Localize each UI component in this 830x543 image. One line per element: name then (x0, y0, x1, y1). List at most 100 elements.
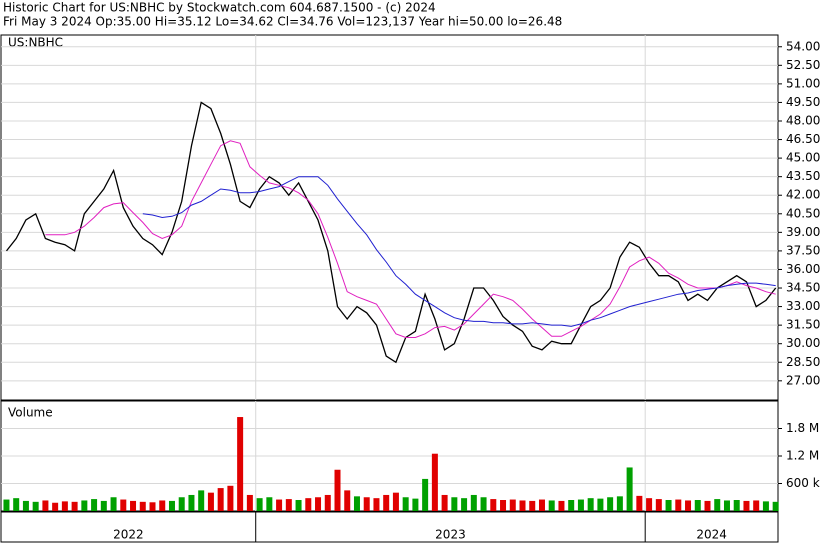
y-tick-label: 27.00 (786, 373, 820, 387)
volume-bar (227, 485, 234, 511)
volume-bar (149, 502, 156, 511)
y-tick-label: 39.00 (786, 225, 820, 239)
volume-bar (159, 500, 166, 511)
volume-bar (13, 498, 20, 511)
y-tick-label: 1.2 M (786, 449, 819, 463)
y-tick-label: 51.00 (786, 76, 820, 90)
volume-bar (519, 500, 526, 511)
volume-bar (353, 496, 360, 511)
volume-bar (490, 499, 497, 511)
volume-bar (110, 497, 117, 511)
volume-bar (723, 500, 730, 511)
volume-bar (139, 501, 146, 511)
y-tick-label: 36.00 (786, 262, 820, 276)
volume-bar (461, 498, 468, 511)
volume-bar (500, 500, 507, 511)
volume-bar (344, 490, 351, 511)
volume-bar (315, 497, 322, 511)
volume-bar (198, 490, 205, 511)
volume-bar (285, 499, 292, 511)
volume-bar (431, 453, 438, 511)
volume-panel-label: Volume (8, 406, 53, 420)
y-tick-label: 43.50 (786, 169, 820, 183)
x-axis-panel (0, 511, 779, 543)
volume-bar (217, 488, 224, 511)
volume-bar (685, 500, 692, 511)
volume-bar (246, 494, 253, 511)
volume-bar (743, 500, 750, 511)
volume-bar (665, 500, 672, 511)
y-tick-label: 1.8 M (786, 421, 819, 435)
volume-bar (373, 498, 380, 511)
y-tick-label: 42.00 (786, 188, 820, 202)
volume-bar (237, 417, 244, 511)
price-panel (0, 34, 779, 401)
y-tick-label: 30.00 (786, 336, 820, 350)
y-tick-label: 37.50 (786, 243, 820, 257)
volume-bar (577, 499, 584, 511)
volume-bar (597, 498, 604, 511)
volume-bar (178, 497, 185, 511)
volume-bar (383, 494, 390, 511)
price-line (5, 101, 777, 364)
volume-bar (480, 497, 487, 511)
volume-bar (256, 498, 263, 511)
y-tick-label: 49.50 (786, 95, 820, 109)
volume-bar (168, 500, 175, 511)
volume-bar (334, 469, 341, 511)
volume-bar (305, 498, 312, 511)
volume-bar (207, 492, 214, 511)
y-tick-label: 28.50 (786, 355, 820, 369)
volume-bar (422, 478, 429, 511)
volume-bar (538, 499, 545, 511)
price-line (45, 140, 776, 338)
volume-bar (470, 494, 477, 511)
volume-bar (324, 494, 331, 511)
y-tick-label: 45.00 (786, 151, 820, 165)
volume-bar (772, 501, 779, 511)
volume-bar (529, 500, 536, 511)
y-tick-label: 600 k (786, 476, 820, 490)
volume-bar (441, 494, 448, 511)
volume-bar (392, 492, 399, 511)
y-tick-label: 31.50 (786, 318, 820, 332)
volume-bar (266, 497, 273, 511)
x-year-label: 2022 (113, 528, 144, 542)
x-year-label: 2024 (696, 528, 727, 542)
y-tick-label: 46.50 (786, 132, 820, 146)
volume-bar (276, 499, 283, 511)
header-quote: Fri May 3 2024 Op:35.00 Hi=35.12 Lo=34.6… (3, 15, 562, 29)
volume-bar (636, 495, 643, 511)
price-panel-label: US:NBHC (8, 36, 63, 50)
volume-bar (402, 497, 409, 511)
y-tick-label: 34.50 (786, 281, 820, 295)
volume-bar (22, 500, 29, 511)
volume-bar (100, 500, 107, 511)
volume-bar (646, 498, 653, 511)
volume-bar (694, 500, 701, 511)
volume-bar (188, 494, 195, 511)
volume-bar (42, 500, 49, 511)
volume-bar (52, 502, 59, 511)
volume-bar (32, 501, 39, 511)
volume-bar (81, 500, 88, 511)
volume-bar (704, 500, 711, 511)
y-tick-label: 33.00 (786, 299, 820, 313)
volume-bar (558, 500, 565, 511)
volume-bar (568, 500, 575, 511)
volume-bar (61, 501, 68, 511)
volume-bar (616, 496, 623, 511)
y-tick-label: 40.50 (786, 206, 820, 220)
price-line (142, 176, 776, 327)
volume-bar (675, 499, 682, 511)
volume-bar (363, 497, 370, 511)
volume-bar (548, 500, 555, 511)
y-tick-label: 52.50 (786, 58, 820, 72)
volume-bar (130, 500, 137, 511)
volume-bar (607, 497, 614, 511)
volume-bar (120, 499, 127, 511)
y-tick-label: 48.00 (786, 113, 820, 127)
volume-bar (3, 499, 10, 511)
volume-bar (733, 500, 740, 511)
volume-bar (753, 500, 760, 511)
